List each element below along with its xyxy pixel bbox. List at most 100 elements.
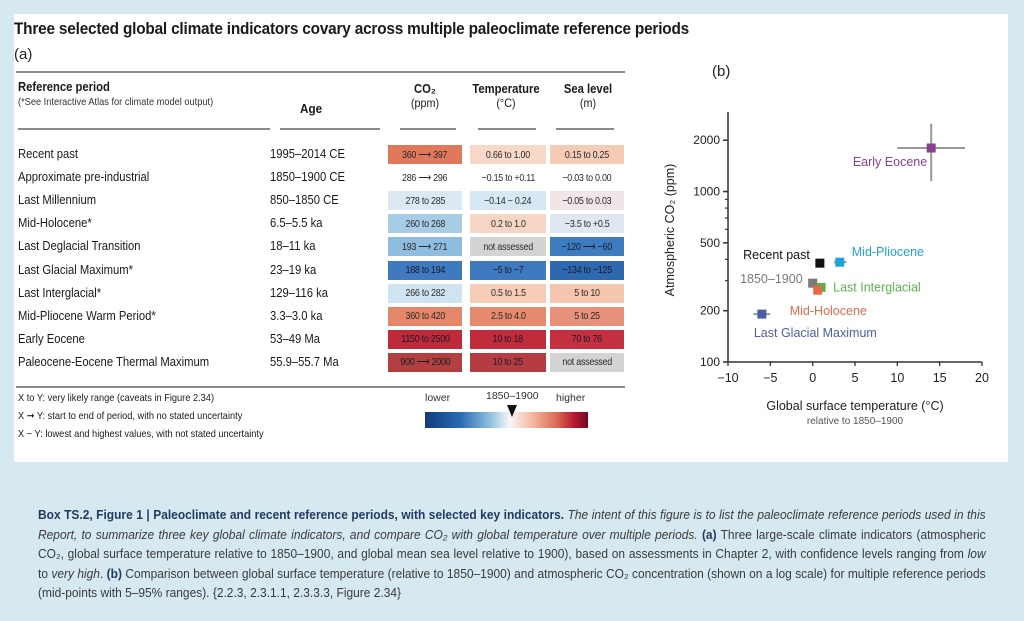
cell-temperature: not assessed	[470, 237, 546, 257]
header-sea-level-label: Sea level	[563, 82, 613, 96]
cell-sea-level: 5 to 25	[550, 306, 624, 326]
x-tick-label: 15	[933, 371, 947, 385]
y-tick-label: 500	[700, 236, 720, 250]
cell-temperature: −0.15 to +0.11	[470, 168, 546, 188]
x-tick-label: −10	[717, 371, 738, 385]
legend-very-likely: X to Y: very likely range (caveats in Fi…	[18, 392, 215, 404]
header-rule-period	[18, 128, 270, 130]
row-period-label: Paleocene-Eocene Thermal Maximum	[18, 354, 210, 369]
cell-co2-value: 1150 to 2500	[400, 333, 450, 346]
data-point-label: Recent past	[743, 248, 810, 262]
cell-co2: 260 to 268	[388, 214, 462, 234]
header-rule-age	[280, 128, 380, 130]
cell-temperature: 0.2 to 1.0	[470, 214, 546, 234]
data-point-label: Last Interglacial	[833, 280, 921, 294]
cell-sea-level: −0.05 to 0.03	[550, 191, 624, 211]
colorbar-higher-label: higher	[556, 392, 586, 404]
row-age: 3.3–3.0 ka	[270, 308, 323, 323]
cell-co2-value: 260 to 268	[405, 217, 445, 230]
cell-temperature-value: 0.2 to 1.0	[490, 217, 526, 230]
caption-a-to: to	[38, 565, 48, 581]
scatter-plot: 100 200 500 1000 2000 −10 −5 0 5 10 15 20 Global sur…	[663, 112, 989, 427]
cell-sea-level-value: not assessed	[562, 356, 612, 369]
cell-sea-level: −0.03 to 0.00	[550, 168, 624, 188]
row-period-label: Last Glacial Maximum*	[18, 262, 134, 277]
header-co2-label: CO₂	[414, 82, 436, 96]
x-axis-label: Global surface temperature (°C)	[766, 399, 943, 413]
cell-sea-level: not assessed	[550, 352, 624, 372]
cell-co2: 286 ⟶ 296	[388, 168, 462, 188]
cell-co2: 278 to 285	[388, 191, 462, 211]
caption-intro: The intent of this figure is to list the…	[38, 507, 986, 542]
cell-co2-value: 278 to 285	[405, 194, 445, 207]
cell-co2-value: 193 ⟶ 271	[402, 240, 448, 253]
table-top-rule	[16, 71, 625, 73]
row-period-label: Recent past	[18, 147, 79, 161]
y-tick-label: 1000	[693, 185, 720, 199]
cell-co2-value: 188 to 194	[405, 264, 445, 276]
header-rule-co2	[400, 128, 456, 130]
row-period-label: Mid-Pliocene Warm Period*	[18, 308, 156, 323]
cell-temperature: 10 to 25	[470, 352, 546, 372]
caption-b-text: Comparison between global surface temper…	[38, 565, 986, 601]
row-age: 23–19 ka	[270, 262, 317, 277]
caption-a-very-high: very high	[51, 565, 100, 581]
cell-co2-value: 360 ⟶ 397	[402, 148, 448, 161]
cell-sea-level-value: −120 ⟶ −60	[561, 240, 613, 253]
row-period-label: Early Eocene	[18, 331, 85, 346]
y-tick-label: 200	[700, 304, 720, 318]
figure-title: Three selected global climate indicators…	[14, 20, 690, 38]
row-period-label: Last Millennium	[18, 193, 97, 208]
cell-co2-value: 266 to 282	[405, 287, 445, 300]
cell-co2: 193 ⟶ 271	[388, 237, 462, 257]
row-age: 129–116 ka	[270, 285, 328, 300]
row-age: 1995–2014 CE	[270, 147, 346, 161]
row-age: 6.5–5.5 ka	[270, 216, 323, 231]
header-temperature-label: Temperature	[472, 82, 540, 96]
legend-lowest-highest: X ~ Y: lowest and highest values, with n…	[18, 428, 264, 440]
row-age: 1850–1900 CE	[270, 170, 346, 185]
cell-sea-level-value: 5 to 25	[574, 310, 600, 323]
colorbar	[425, 412, 588, 428]
cell-sea-level-value: −0.05 to 0.03	[562, 194, 612, 207]
cell-temperature-value: not assessed	[483, 240, 533, 253]
panel-a-label: (a)	[14, 46, 33, 63]
cell-temperature-value: 0.66 to 1.00	[485, 148, 531, 161]
cell-temperature: 0.5 to 1.5	[470, 283, 546, 303]
row-period-label: Last Deglacial Transition	[18, 239, 141, 254]
cell-sea-level-value: 70 to 76	[571, 333, 603, 346]
header-age: Age	[300, 101, 323, 116]
data-point-label: Last Glacial Maximum	[754, 326, 877, 340]
cell-sea-level-value: 5 to 10	[574, 287, 600, 300]
x-tick-label: 0	[809, 371, 816, 385]
header-co2: CO₂ (ppm)	[388, 82, 462, 110]
cell-temperature-value: −5 to −7	[492, 264, 524, 276]
row-period-label: Approximate pre-industrial	[18, 170, 150, 185]
cell-temperature: 0.66 to 1.00	[470, 145, 546, 164]
data-point-marker	[808, 278, 818, 288]
data-point-marker	[926, 143, 936, 153]
cell-temperature-value: 10 to 18	[492, 333, 524, 346]
panel-b-label: (b)	[712, 63, 731, 80]
x-tick-label: 20	[975, 371, 989, 385]
data-point-marker	[757, 309, 767, 319]
header-temperature: Temperature (°C)	[466, 82, 546, 110]
cell-temperature-value: 2.5 to 4.0	[490, 310, 526, 323]
cell-temperature-value: −0.14 ~ 0.24	[484, 194, 532, 207]
header-reference-period: Reference period	[18, 80, 110, 94]
x-axis-sublabel: relative to 1850–1900	[807, 416, 904, 427]
cell-co2: 360 ⟶ 397	[388, 145, 462, 164]
data-point-marker	[835, 257, 845, 267]
data-point-label: Mid-Pliocene	[852, 245, 924, 259]
cell-temperature: −0.14 ~ 0.24	[470, 191, 546, 211]
data-point-label: Early Eocene	[853, 155, 927, 169]
x-tick-label: −5	[763, 371, 777, 385]
cell-sea-level-value: −3.5 to +0.5	[564, 217, 610, 230]
cell-temperature-value: −0.15 to +0.11	[481, 171, 535, 184]
caption-a-low: low	[967, 546, 986, 561]
data-point-label: Mid-Holocene	[790, 304, 867, 318]
cell-temperature: 2.5 to 4.0	[470, 306, 546, 326]
data-point-label: 1850–1900	[740, 272, 803, 286]
cell-co2-value: 900 ⟶ 2000	[400, 356, 450, 369]
cell-co2: 900 ⟶ 2000	[388, 352, 462, 372]
